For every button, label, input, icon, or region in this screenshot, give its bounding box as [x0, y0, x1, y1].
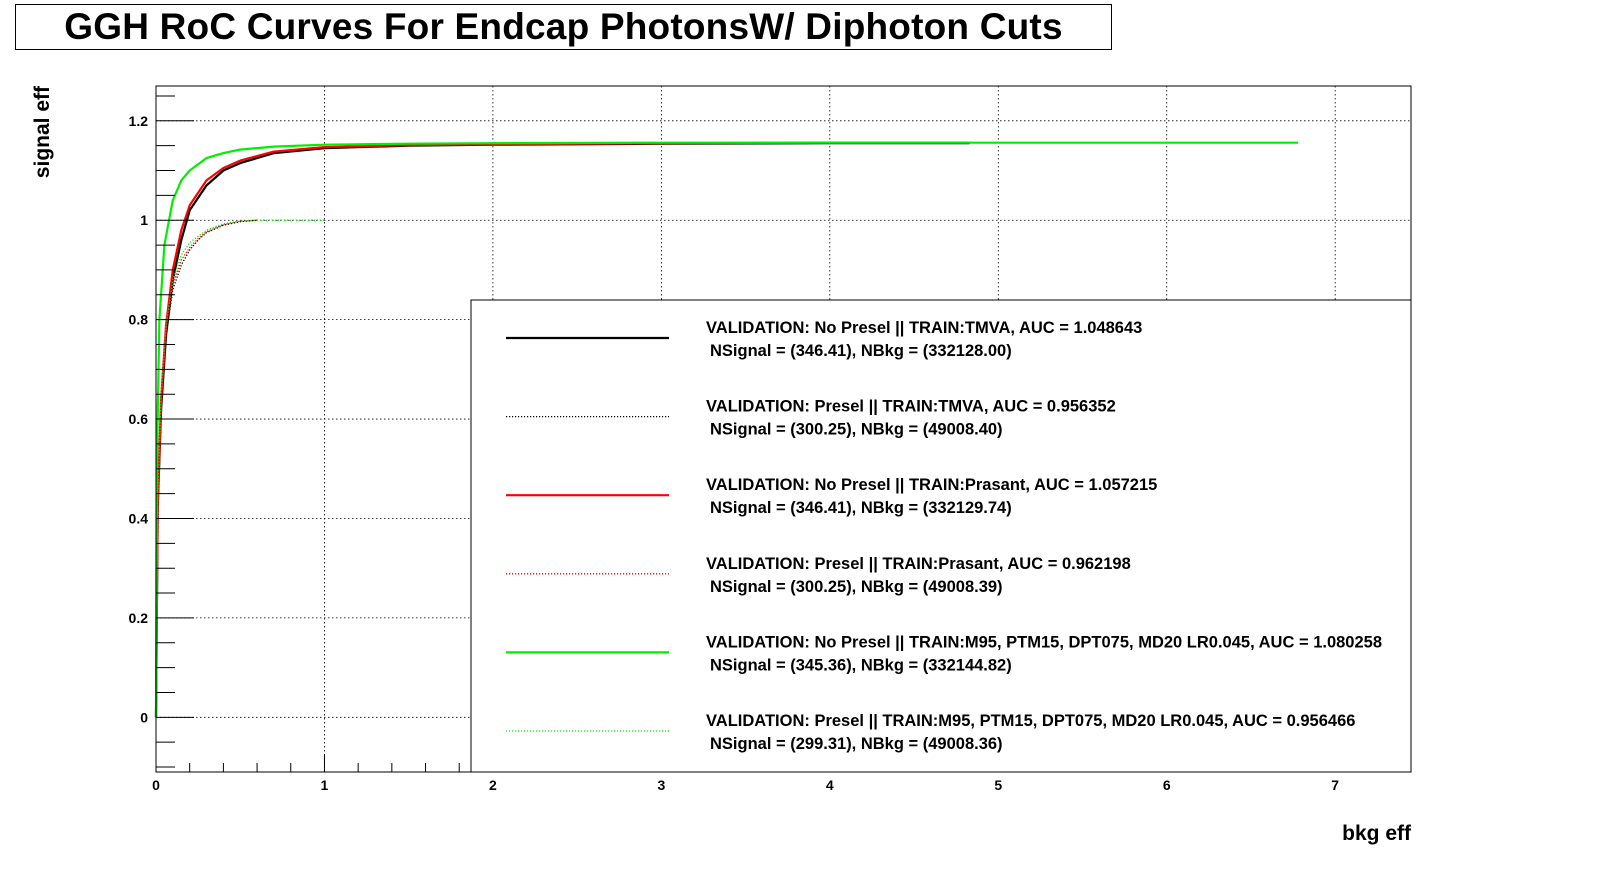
legend-box [470, 299, 1412, 773]
x-tick-label: 6 [1163, 777, 1171, 793]
legend-entry-stats: NSignal = (346.41), NBkg = (332129.74) [710, 499, 1012, 517]
y-tick-label: 0.8 [129, 312, 149, 328]
legend-entry-stats: NSignal = (345.36), NBkg = (332144.82) [710, 656, 1012, 674]
legend-entry-name: VALIDATION: No Presel || TRAIN:TMVA, AUC… [706, 319, 1142, 337]
y-tick-label: 0.2 [129, 610, 149, 626]
chart-title: GGH RoC Curves For Endcap PhotonsW/ Diph… [64, 6, 1063, 47]
legend: VALIDATION: No Presel || TRAIN:TMVA, AUC… [470, 299, 1412, 773]
legend-entry-name: VALIDATION: Presel || TRAIN:M95, PTM15, … [706, 712, 1355, 730]
legend-entry-stats: NSignal = (346.41), NBkg = (332128.00) [710, 342, 1012, 360]
roc-curve-6 [155, 219, 325, 718]
y-axis-title: signal eff [31, 85, 54, 178]
y-tick-label: 1 [140, 212, 148, 228]
x-tick-label: 3 [657, 777, 665, 793]
x-tick-label: 4 [826, 777, 834, 793]
x-tick-label: 2 [489, 777, 497, 793]
legend-entry-name: VALIDATION: No Presel || TRAIN:Prasant, … [706, 476, 1157, 494]
legend-entry-stats: NSignal = (300.25), NBkg = (49008.40) [710, 421, 1003, 439]
legend-entry-name: VALIDATION: Presel || TRAIN:Prasant, AUC… [706, 555, 1131, 573]
grid [156, 86, 1411, 772]
x-tick-label: 0 [152, 777, 160, 793]
x-tick-label: 5 [994, 777, 1002, 793]
y-tick-label: 1.2 [129, 113, 149, 129]
legend-entry-stats: NSignal = (299.31), NBkg = (49008.36) [710, 735, 1003, 753]
legend-entry-stats: NSignal = (300.25), NBkg = (49008.39) [710, 578, 1003, 596]
y-tick-label: 0 [140, 709, 148, 725]
y-tick-label: 0.4 [129, 510, 149, 526]
chart-title-box: GGH RoC Curves For Endcap PhotonsW/ Diph… [15, 4, 1112, 50]
x-tick-label: 1 [321, 777, 329, 793]
x-tick-label: 7 [1331, 777, 1339, 793]
tick-labels: 0 1 2 3 4 5 6 7 0 0.2 0.4 0.6 0.8 1 1.2 [129, 113, 1340, 793]
legend-entry-name: VALIDATION: Presel || TRAIN:TMVA, AUC = … [706, 398, 1116, 416]
legend-entry-name: VALIDATION: No Presel || TRAIN:M95, PTM1… [706, 633, 1382, 651]
x-axis-title: bkg eff [1342, 822, 1412, 845]
y-tick-label: 0.6 [129, 411, 149, 427]
